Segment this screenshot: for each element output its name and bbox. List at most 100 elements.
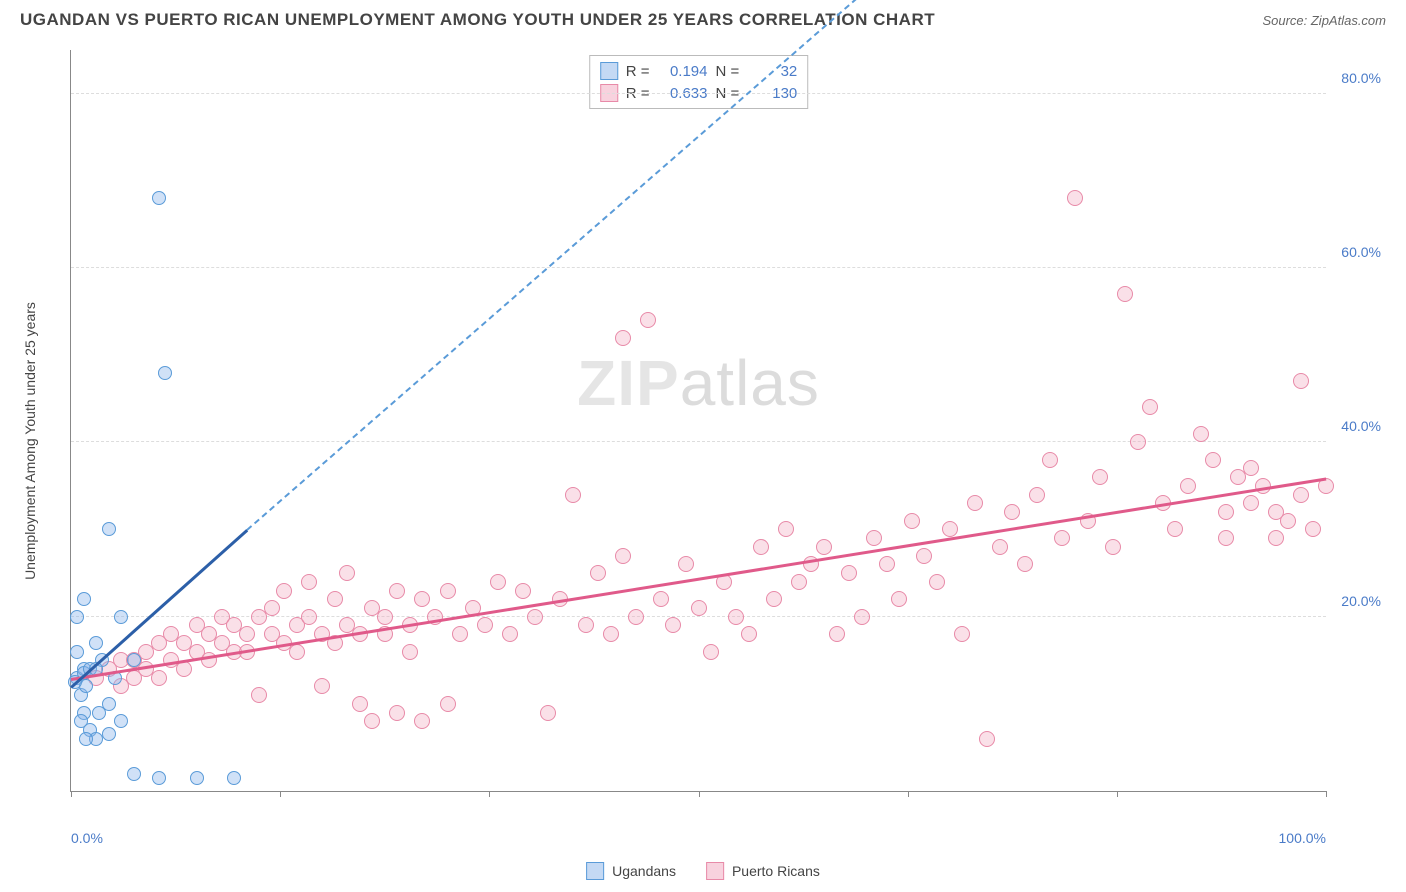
data-point	[967, 495, 983, 511]
x-tick-label: 0.0%	[71, 830, 103, 846]
data-point	[1280, 513, 1296, 529]
data-point	[929, 574, 945, 590]
data-point	[114, 610, 128, 624]
data-point	[653, 591, 669, 607]
data-point	[158, 366, 172, 380]
data-point	[1218, 530, 1234, 546]
data-point	[565, 487, 581, 503]
source-attribution: Source: ZipAtlas.com	[1262, 13, 1386, 28]
data-point	[289, 644, 305, 660]
data-point	[70, 610, 84, 624]
data-point	[678, 556, 694, 572]
x-tick-label: 100.0%	[1279, 830, 1326, 846]
data-point	[1167, 521, 1183, 537]
x-tick	[71, 791, 72, 797]
y-tick-label: 60.0%	[1341, 244, 1381, 260]
data-point	[916, 548, 932, 564]
data-point	[152, 771, 166, 785]
x-tick	[1117, 791, 1118, 797]
gridline	[71, 93, 1326, 94]
data-point	[1293, 487, 1309, 503]
data-point	[1117, 286, 1133, 302]
data-point	[70, 645, 84, 659]
x-tick	[699, 791, 700, 797]
data-point	[301, 609, 317, 625]
data-point	[477, 617, 493, 633]
data-point	[1293, 373, 1309, 389]
legend-item: Ugandans	[586, 862, 676, 880]
data-point	[527, 609, 543, 625]
data-point	[264, 600, 280, 616]
data-point	[540, 705, 556, 721]
data-point	[190, 771, 204, 785]
data-point	[452, 626, 468, 642]
data-point	[854, 609, 870, 625]
data-point	[77, 592, 91, 606]
data-point	[339, 565, 355, 581]
n-label: N =	[716, 63, 740, 80]
data-point	[578, 617, 594, 633]
data-point	[151, 670, 167, 686]
data-point	[301, 574, 317, 590]
data-point	[1067, 190, 1083, 206]
data-point	[879, 556, 895, 572]
data-point	[741, 626, 757, 642]
data-point	[1243, 495, 1259, 511]
y-tick-label: 80.0%	[1341, 70, 1381, 86]
data-point	[1017, 556, 1033, 572]
r-value: 0.194	[658, 63, 708, 80]
watermark: ZIPatlas	[577, 346, 820, 420]
data-point	[954, 626, 970, 642]
data-point	[866, 530, 882, 546]
data-point	[1268, 530, 1284, 546]
data-point	[1193, 426, 1209, 442]
data-point	[703, 644, 719, 660]
data-point	[791, 574, 807, 590]
data-point	[92, 706, 106, 720]
data-point	[127, 653, 141, 667]
data-point	[402, 644, 418, 660]
data-point	[1305, 521, 1321, 537]
data-point	[364, 713, 380, 729]
data-point	[414, 591, 430, 607]
data-point	[992, 539, 1008, 555]
data-point	[1042, 452, 1058, 468]
data-point	[114, 714, 128, 728]
data-point	[590, 565, 606, 581]
data-point	[1029, 487, 1045, 503]
data-point	[515, 583, 531, 599]
x-tick	[489, 791, 490, 797]
data-point	[640, 312, 656, 328]
y-tick-label: 40.0%	[1341, 418, 1381, 434]
data-point	[502, 626, 518, 642]
data-point	[239, 626, 255, 642]
legend-label: Ugandans	[612, 863, 676, 879]
data-point	[829, 626, 845, 642]
data-point	[352, 696, 368, 712]
legend-swatch	[586, 862, 604, 880]
data-point	[841, 565, 857, 581]
data-point	[102, 727, 116, 741]
data-point	[766, 591, 782, 607]
r-label: R =	[626, 63, 650, 80]
data-point	[615, 330, 631, 346]
data-point	[152, 191, 166, 205]
data-point	[227, 771, 241, 785]
data-point	[1092, 469, 1108, 485]
data-point	[1142, 399, 1158, 415]
data-point	[389, 583, 405, 599]
correlation-stats-box: R =0.194N =32R =0.633N =130	[589, 55, 809, 109]
legend-label: Puerto Ricans	[732, 863, 820, 879]
y-axis-label: Unemployment Among Youth under 25 years	[22, 302, 38, 580]
data-point	[102, 522, 116, 536]
series-swatch	[600, 62, 618, 80]
data-point	[691, 600, 707, 616]
data-point	[1105, 539, 1121, 555]
data-point	[440, 696, 456, 712]
data-point	[816, 539, 832, 555]
y-tick-label: 20.0%	[1341, 593, 1381, 609]
data-point	[314, 678, 330, 694]
data-point	[1180, 478, 1196, 494]
data-point	[251, 687, 267, 703]
data-point	[440, 583, 456, 599]
